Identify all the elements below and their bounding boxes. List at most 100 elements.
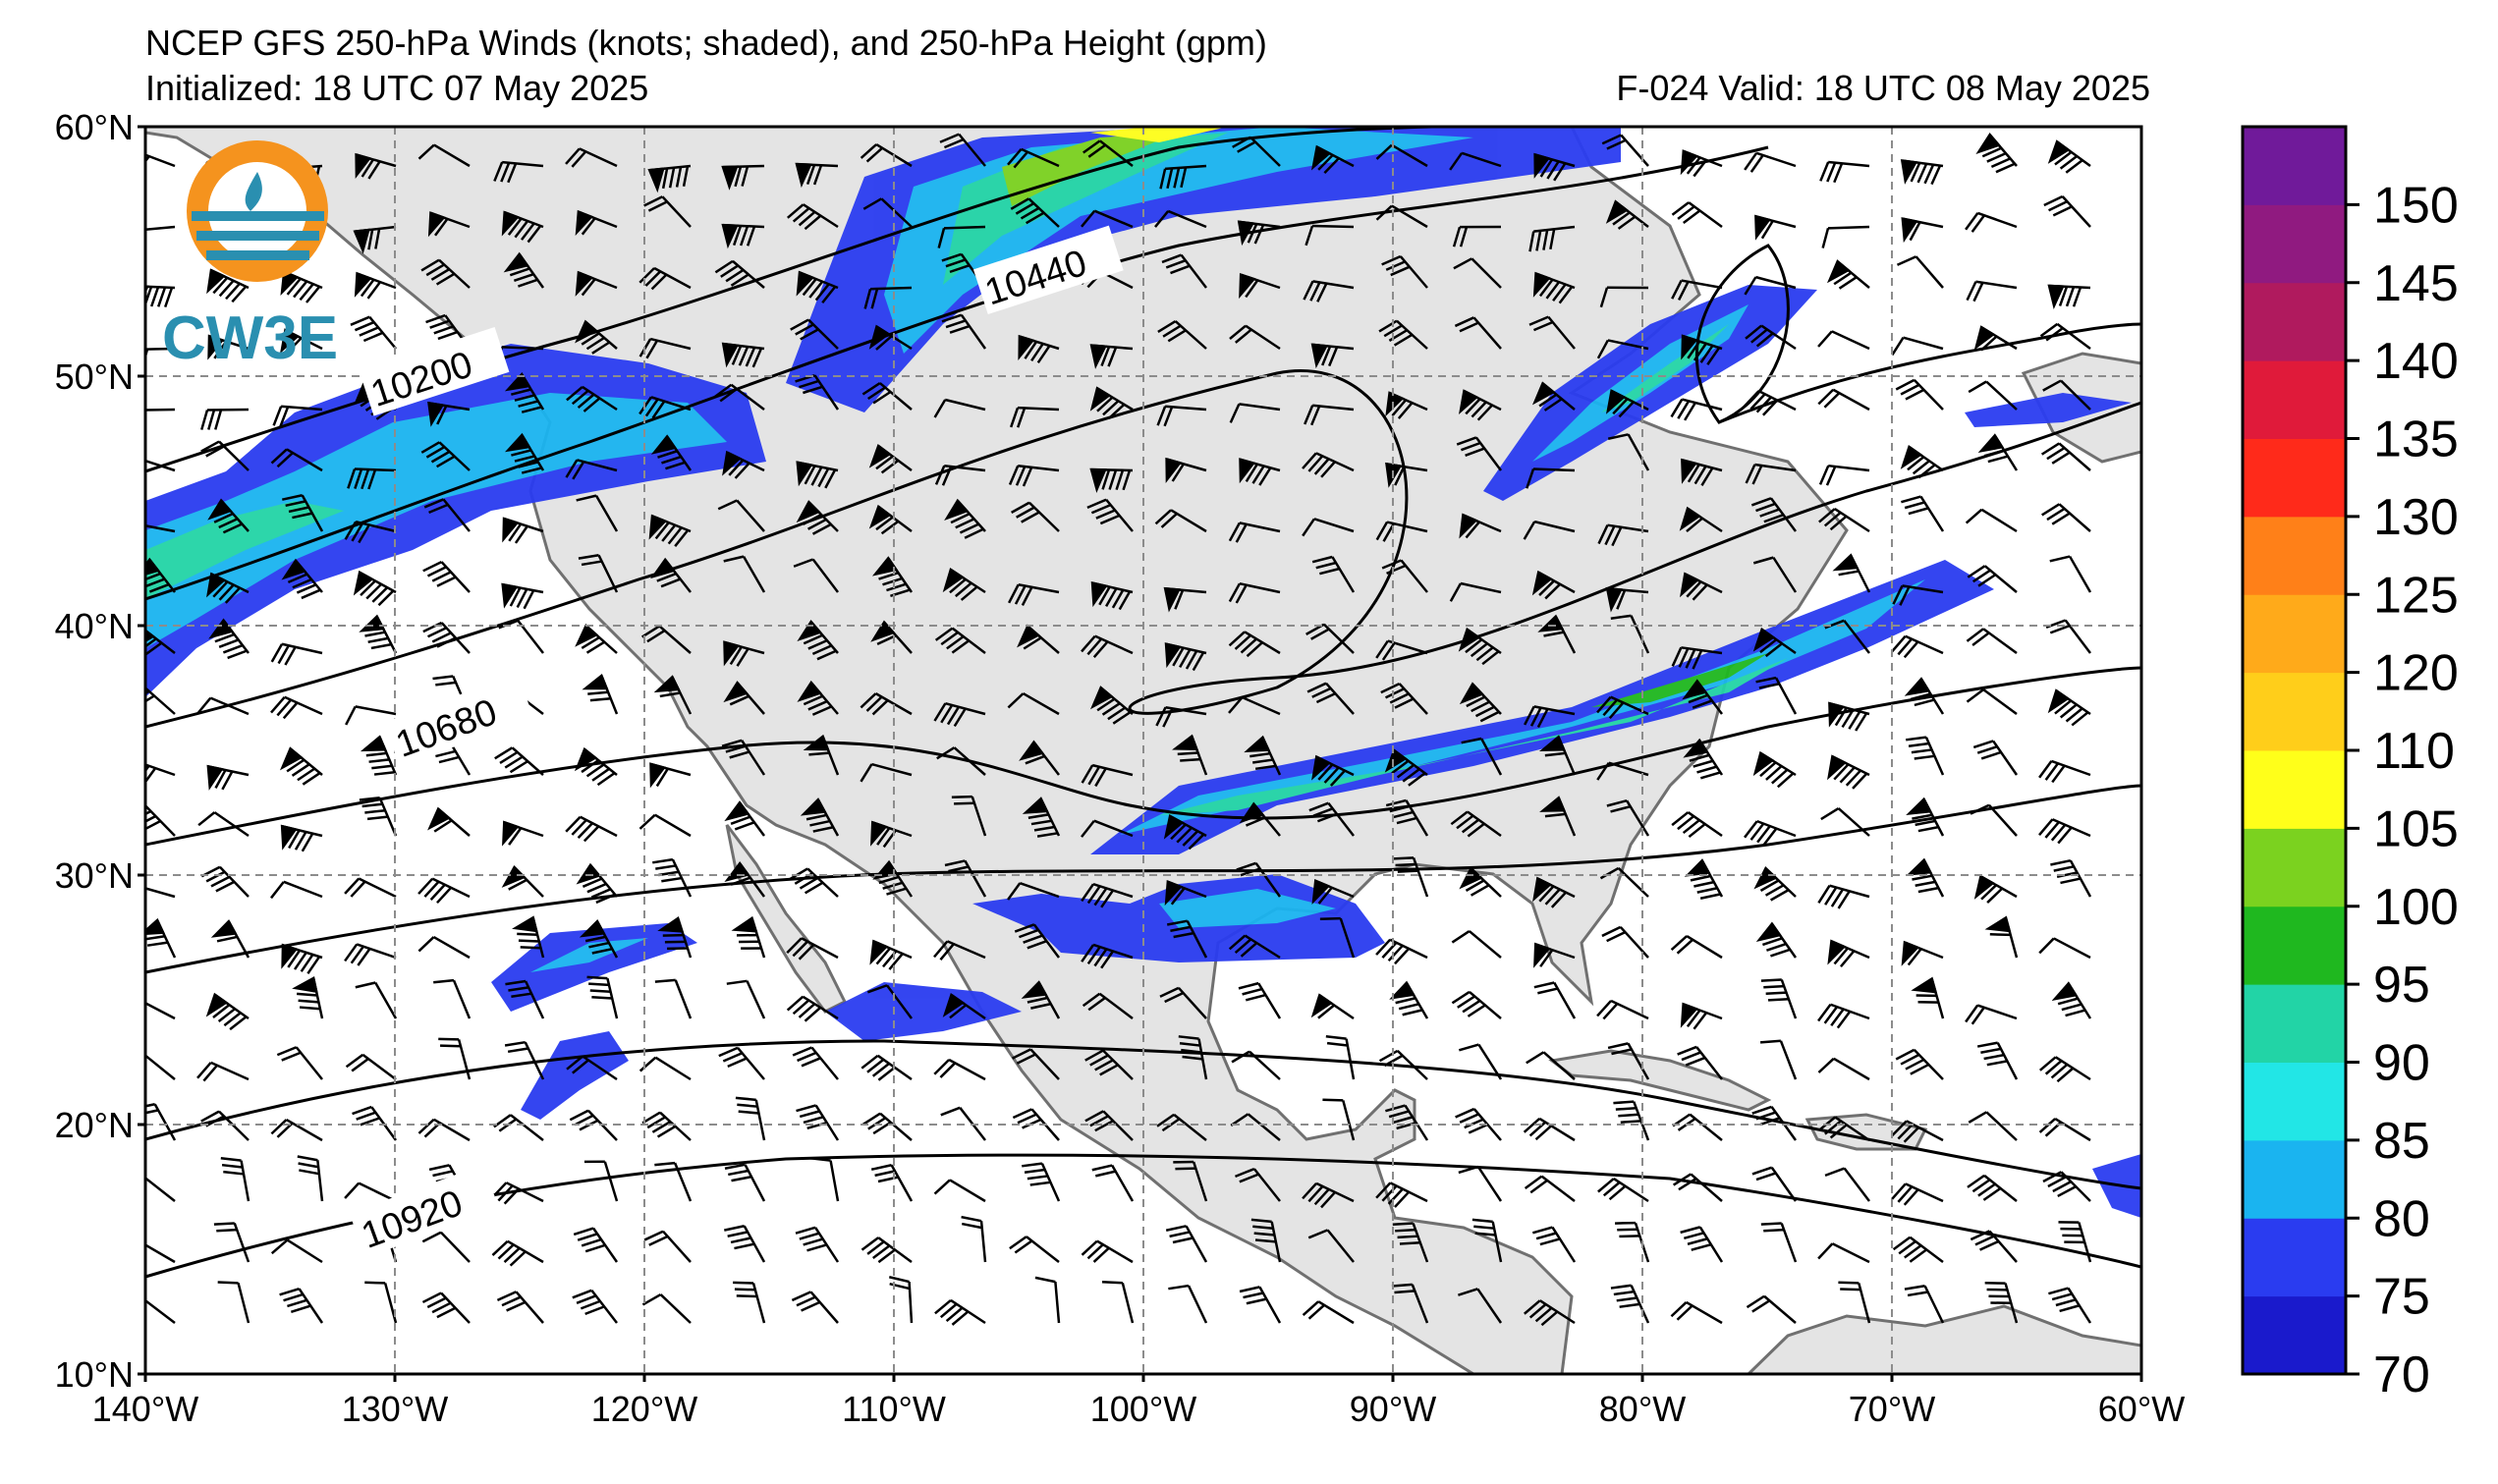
wind-barb: [1607, 1042, 1650, 1080]
wind-barb: [657, 916, 693, 959]
wind-barb: [1596, 999, 1649, 1020]
wind-barb: [1452, 225, 1502, 247]
wind-barb: [1891, 634, 1944, 659]
wind-barb: [638, 266, 692, 291]
wind-barb: [281, 943, 323, 975]
wind-barb: [1156, 1113, 1207, 1141]
wind-barb: [359, 797, 398, 837]
wind-barb: [1081, 209, 1134, 229]
wind-barb: [344, 1182, 397, 1203]
wind-barb: [145, 760, 176, 786]
wind-barb: [1817, 388, 1870, 412]
wind-barb: [1458, 1165, 1503, 1202]
wind-barb: [1172, 734, 1208, 776]
wind-barb: [280, 824, 323, 852]
longitude-labels: 140°W 130°W 120°W 110°W 100°W 90°W 80°W 70°W 60°…: [92, 1374, 2185, 1429]
wind-barb: [210, 919, 250, 959]
wind-barb: [1892, 1236, 1944, 1263]
wind-barb: [1976, 1041, 2019, 1080]
wind-barb: [145, 522, 176, 533]
wind-barb: [1973, 325, 2018, 352]
land-south-america: [1746, 1304, 2141, 1374]
wind-barb: [206, 268, 250, 303]
wind-barb: [1610, 1284, 1650, 1324]
wind-barb: [1975, 133, 2018, 174]
wind-barb: [1819, 160, 1870, 184]
wind-barb: [1091, 1164, 1135, 1202]
wind-barb: [1007, 147, 1060, 169]
wind-barb: [1528, 225, 1576, 252]
wind-barb: [1322, 1098, 1356, 1141]
wind-barb: [1597, 1177, 1649, 1203]
lon-label: 90°W: [1350, 1389, 1436, 1429]
wind-barb: [1892, 584, 1944, 606]
wind-barb: [1601, 925, 1649, 959]
wind-barb: [1168, 1284, 1208, 1324]
wind-barb: [649, 762, 692, 789]
wind-barb: [1838, 1281, 1871, 1324]
wind-barb: [353, 570, 397, 607]
wind-barb: [1008, 465, 1060, 487]
wind-barb: [1164, 880, 1207, 907]
wind-barb: [1307, 1229, 1355, 1263]
wind-barb: [1745, 463, 1797, 485]
wind-barb: [1375, 938, 1428, 965]
wind-barb: [643, 1230, 692, 1263]
wind-barb: [1752, 556, 1798, 593]
wind-barb: [207, 334, 250, 360]
droplet-icon: [245, 172, 262, 211]
wind-barb: [1817, 1057, 1870, 1081]
wind-barb: [206, 764, 250, 791]
wind-barb: [421, 1292, 471, 1324]
wind-barb: [1906, 857, 1945, 898]
wind-barb: [1972, 740, 2019, 776]
wind-barb: [1456, 436, 1503, 471]
wind-barb: [792, 1046, 839, 1080]
wind-barb: [1817, 1003, 1870, 1029]
wind-barb: [1089, 344, 1134, 369]
wind-barb: [797, 680, 839, 716]
wind-barb: [505, 979, 545, 1019]
wind-barb: [936, 746, 986, 776]
wind-barb: [868, 504, 913, 535]
wind-barb: [280, 328, 323, 355]
wind-barb: [809, 1157, 840, 1202]
graticule: [145, 127, 2141, 1374]
lat-label: 10°N: [55, 1354, 134, 1395]
colorbar-label: 140: [2373, 333, 2459, 390]
wind-barb: [145, 1103, 177, 1141]
wind-barb: [1453, 257, 1502, 289]
wind-barb: [355, 981, 398, 1019]
wind-barb: [724, 1163, 766, 1202]
colorbar-swatch: [2243, 438, 2346, 518]
wind-barb: [1531, 1226, 1577, 1263]
wind-barb: [1533, 981, 1577, 1019]
wind-barb: [1531, 381, 1576, 412]
wind-barb: [723, 640, 765, 667]
wind-barb: [1459, 682, 1502, 723]
wind-barb: [501, 210, 544, 244]
wind-barb: [1901, 940, 1944, 966]
wind-barb: [359, 614, 398, 654]
wind-barb: [1384, 748, 1428, 787]
colorbar-swatch: [2243, 594, 2346, 674]
wind-barb: [733, 1281, 766, 1324]
wind-barb: [1613, 1100, 1650, 1141]
wind-barb: [735, 1096, 766, 1141]
wind-barb: [1090, 580, 1134, 611]
wind-barb: [1533, 152, 1576, 182]
wind-barb: [575, 209, 618, 236]
wind-barb: [1818, 464, 1870, 486]
wind-barb: [423, 498, 471, 532]
wind-barb: [1677, 1045, 1723, 1080]
wind-barb: [654, 1161, 693, 1202]
wind-barb: [579, 919, 619, 959]
wind-barb: [1305, 224, 1355, 247]
wind-barb: [2050, 858, 2092, 898]
wind-barb: [344, 520, 397, 544]
wind-barb: [205, 992, 250, 1031]
wind-barb: [1970, 1230, 2018, 1263]
wind-barb: [1239, 801, 1281, 837]
wind-barb: [345, 705, 397, 726]
wind-barb: [1681, 458, 1723, 486]
